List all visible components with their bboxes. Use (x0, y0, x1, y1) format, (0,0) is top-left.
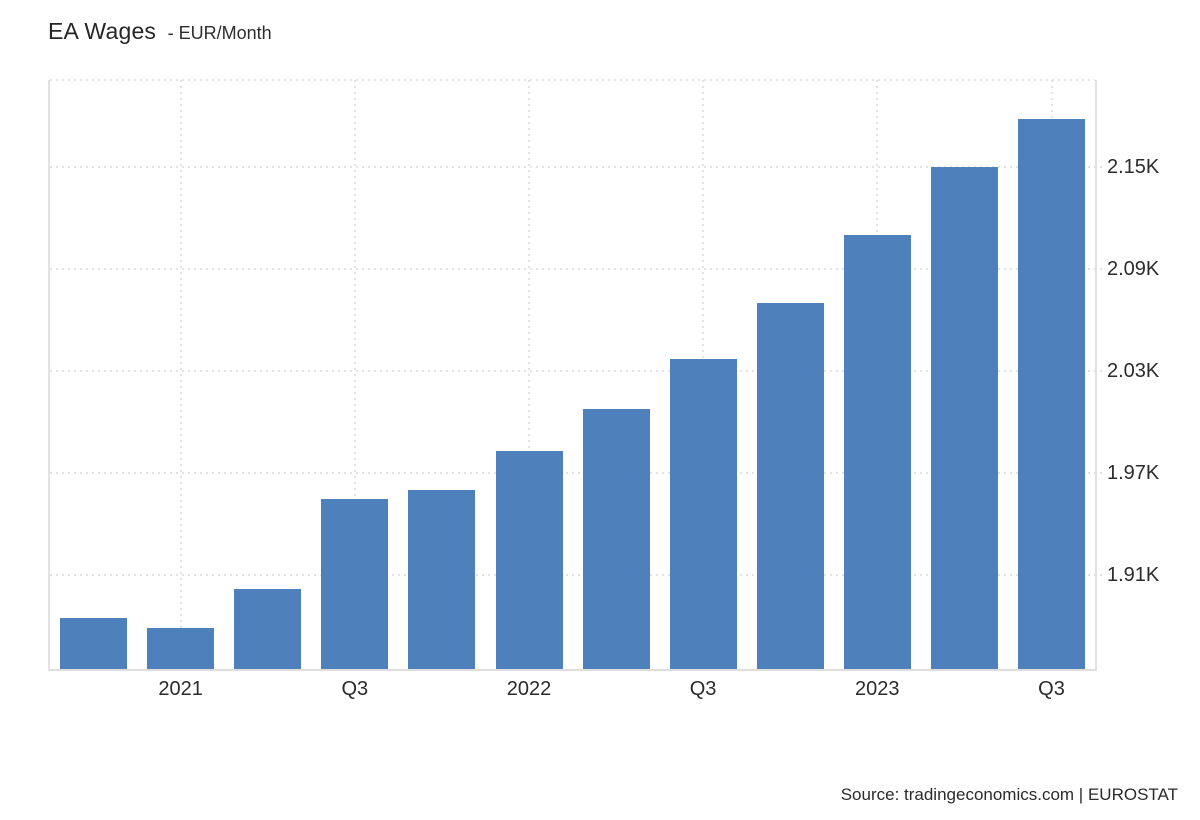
x-gridline (528, 80, 530, 669)
bar[interactable] (408, 490, 476, 669)
bar[interactable] (321, 498, 389, 669)
bar[interactable] (60, 617, 127, 669)
x-axis-label: 2022 (506, 678, 552, 700)
bar[interactable] (147, 628, 215, 669)
bar[interactable] (495, 451, 563, 669)
bar[interactable] (843, 234, 911, 669)
x-axis-label: Q3 (341, 678, 369, 700)
y-axis-label: 2.03K (1107, 360, 1160, 383)
chart-header: EA Wages - EUR/Month (48, 18, 272, 45)
y-axis-label: 2.09K (1107, 258, 1160, 280)
x-axis-label: 2021 (158, 678, 203, 700)
y-gridline (50, 574, 1103, 577)
x-axis-label: 2023 (855, 678, 900, 700)
bar[interactable] (669, 359, 737, 669)
y-gridline (50, 165, 1103, 168)
x-axis-label: Q3 (689, 678, 717, 700)
y-gridline (50, 268, 1103, 270)
x-gridline (179, 80, 182, 669)
bar[interactable] (582, 408, 650, 669)
y-axis-label: 1.97K (1107, 462, 1160, 485)
plot-area: 2.15K 2.09K 2.03K 1.97K 1.91K 2021 Q3 2022 Q3 202… (48, 79, 1159, 700)
source-attribution: Source: tradingeconomics.com | EUROSTAT (840, 785, 1178, 804)
bar[interactable] (1018, 119, 1085, 669)
y-axis-label: 1.91K (1107, 564, 1160, 587)
chart-title: EA Wages (48, 18, 157, 44)
bar[interactable] (756, 303, 824, 669)
y-gridline (50, 370, 1103, 373)
chart-subtitle: - EUR/Month (167, 23, 272, 43)
y-axis-label: 2.15K (1107, 155, 1160, 178)
x-axis-label: Q3 (1038, 678, 1065, 700)
x-gridline (353, 80, 356, 669)
plot-top-border (50, 79, 1095, 81)
bar[interactable] (930, 166, 998, 669)
bar[interactable] (234, 589, 302, 669)
y-gridline (50, 472, 1103, 475)
